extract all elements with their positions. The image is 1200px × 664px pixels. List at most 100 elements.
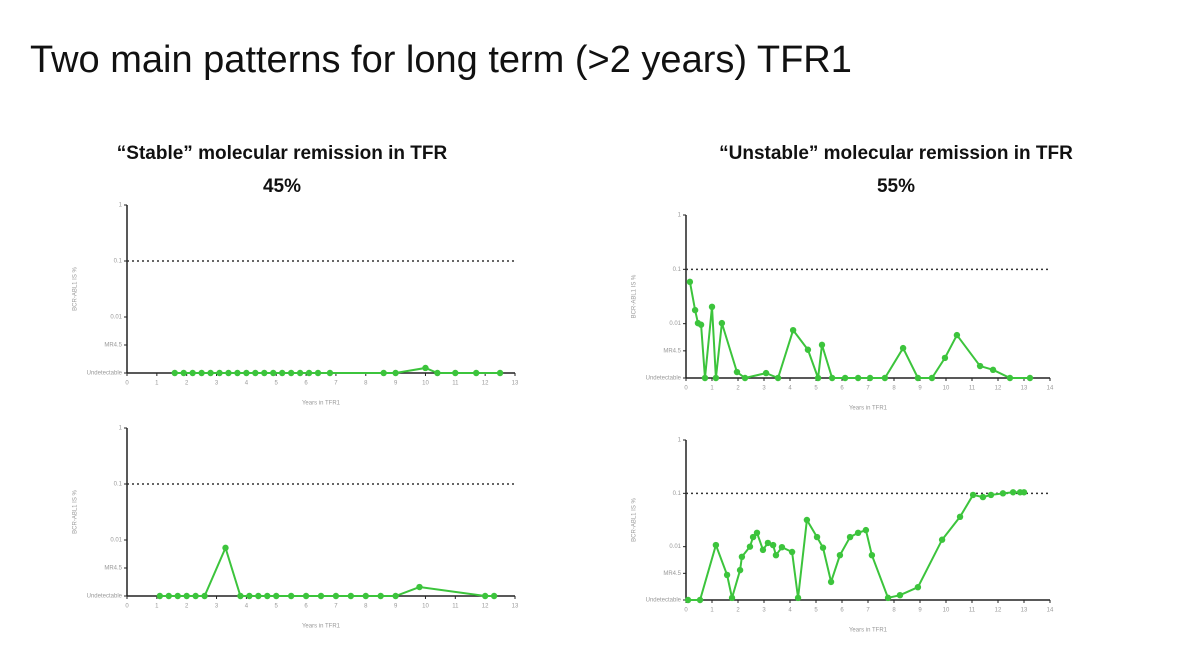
data-point <box>914 584 922 591</box>
data-point <box>941 354 949 362</box>
data-point <box>216 369 223 377</box>
x-tick-label: 7 <box>334 381 338 387</box>
data-point <box>207 369 214 377</box>
data-point <box>296 369 304 377</box>
data-point <box>287 369 295 377</box>
y-axis-label: BCR-ABL1 IS % <box>73 489 79 533</box>
data-point <box>827 578 835 586</box>
x-tick-label: 8 <box>892 386 896 392</box>
data-point <box>953 331 961 339</box>
panel-share: 55% <box>877 176 915 197</box>
y-tick-label: Undetectable <box>646 598 682 604</box>
data-point <box>314 369 322 377</box>
data-point <box>287 592 295 600</box>
data-point <box>234 369 241 377</box>
x-tick-label: 3 <box>215 604 219 610</box>
y-tick-label: MR4.5 <box>663 348 681 354</box>
data-point <box>225 369 232 377</box>
x-axis-label: Years in TFR1 <box>849 406 888 412</box>
data-point <box>866 374 874 382</box>
data-point <box>854 529 862 536</box>
x-tick-label: 4 <box>245 381 249 387</box>
data-point <box>198 369 205 377</box>
data-point <box>261 369 268 377</box>
x-tick-label: 7 <box>866 386 870 392</box>
x-tick-label: 0 <box>684 386 688 392</box>
data-point <box>736 566 744 574</box>
x-tick-label: 10 <box>422 381 429 387</box>
data-point <box>762 369 770 377</box>
data-point <box>156 592 164 600</box>
x-tick-label: 12 <box>482 381 489 387</box>
x-tick-label: 13 <box>1021 386 1028 392</box>
x-tick-label: 6 <box>840 608 844 614</box>
data-point <box>712 374 720 382</box>
y-tick-label: 1 <box>119 203 123 209</box>
data-point <box>270 369 277 377</box>
y-tick-label: 0.01 <box>669 321 681 327</box>
x-tick-label: 5 <box>814 386 818 392</box>
y-axis-label: BCR-ABL1 IS % <box>73 266 79 310</box>
data-point <box>749 533 757 541</box>
data-point <box>899 344 907 352</box>
data-point <box>804 346 812 353</box>
y-tick-label: 1 <box>678 438 682 444</box>
data-point <box>868 552 876 559</box>
x-tick-label: 4 <box>788 608 792 614</box>
data-point <box>708 303 716 311</box>
data-point <box>928 374 936 382</box>
data-point <box>818 341 826 349</box>
y-tick-label: Undetectable <box>87 594 123 600</box>
x-tick-label: 13 <box>1021 608 1028 614</box>
data-point <box>976 362 984 370</box>
data-point <box>165 592 172 600</box>
data-point <box>813 533 821 541</box>
data-point <box>691 306 699 314</box>
data-point <box>701 374 709 382</box>
y-tick-label: 0.01 <box>110 315 122 321</box>
data-point <box>854 374 862 382</box>
data-point <box>243 369 250 377</box>
data-point <box>969 491 977 499</box>
x-tick-label: 6 <box>304 381 308 387</box>
x-tick-label: 0 <box>125 381 129 387</box>
data-point <box>914 374 922 382</box>
x-tick-label: 3 <box>762 386 766 392</box>
y-axis-label: BCR-ABL1 IS % <box>632 497 638 541</box>
data-point <box>999 490 1007 497</box>
data-point <box>473 369 480 377</box>
data-point <box>828 374 836 382</box>
x-tick-label: 8 <box>892 608 896 614</box>
data-point <box>192 592 199 600</box>
data-point <box>1020 489 1028 496</box>
panel-heading: “Unstable” molecular remission in TFR <box>719 143 1073 164</box>
x-tick-label: 13 <box>512 381 519 387</box>
x-tick-label: 3 <box>762 608 766 614</box>
data-point <box>841 374 849 382</box>
data-point <box>896 592 904 599</box>
x-tick-label: 7 <box>334 604 338 610</box>
y-tick-label: Undetectable <box>646 376 682 382</box>
x-tick-label: 14 <box>1047 386 1054 392</box>
data-point <box>696 596 704 604</box>
data-point <box>884 594 892 602</box>
x-tick-label: 5 <box>275 381 279 387</box>
data-point <box>434 369 441 377</box>
x-tick-label: 13 <box>512 604 519 610</box>
data-point <box>392 592 399 600</box>
data-point <box>938 536 946 543</box>
x-tick-label: 7 <box>866 608 870 614</box>
data-point <box>416 583 423 591</box>
x-tick-label: 8 <box>364 604 368 610</box>
x-tick-label: 1 <box>155 604 159 610</box>
data-point <box>764 539 772 547</box>
x-tick-label: 6 <box>304 604 308 610</box>
data-point <box>496 369 504 377</box>
data-point <box>712 541 720 549</box>
x-tick-label: 10 <box>422 604 429 610</box>
data-point <box>684 596 692 604</box>
data-point <box>183 592 190 600</box>
panel-share: 45% <box>263 176 301 197</box>
